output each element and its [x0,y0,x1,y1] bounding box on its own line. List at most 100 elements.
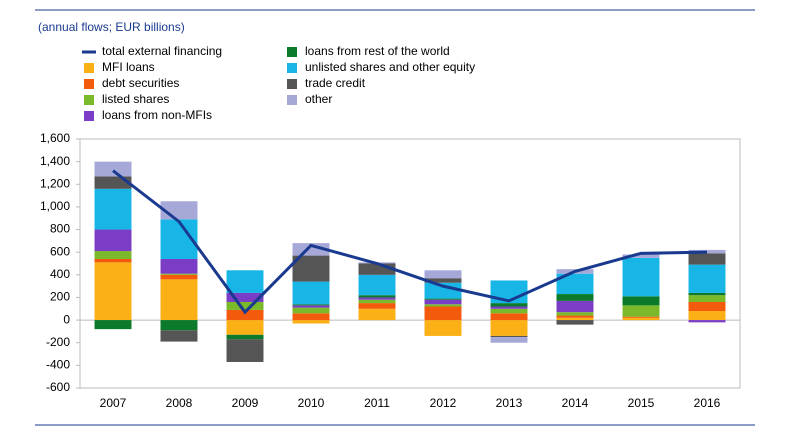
bar-segment [94,176,132,189]
bar-segment [160,258,198,274]
bar-segment [556,273,594,295]
legend-label: loans from non-MFIs [102,108,212,122]
bar-segment [358,263,396,275]
bar-segment [688,320,726,323]
bar-segment [688,295,726,302]
y-tick-label: 400 [50,267,70,281]
bar-segment [292,313,330,321]
bar-segment [556,294,594,301]
bar-segment [688,301,726,312]
legend-label: debt securities [102,76,179,90]
bar-segment [490,313,528,321]
bar-segment [556,300,594,313]
bar-segment [490,303,528,307]
bar-segment [160,279,198,321]
legend-label: trade credit [305,76,366,90]
x-tick-label: 2016 [694,396,721,410]
bar-segment [226,320,264,335]
bar-segment [226,339,264,362]
y-tick-label: 0 [63,312,70,326]
y-tick-label: 1,400 [40,154,70,168]
bar-segment [292,281,330,305]
bar-segment [424,278,462,283]
bar-segment [622,257,660,297]
y-tick-label: 1,600 [40,131,70,145]
bar-segment [292,304,330,306]
bar-segment [688,311,726,321]
y-tick-label: 200 [50,290,70,304]
legend-swatch [287,79,297,89]
x-tick-label: 2012 [430,396,457,410]
legend-label: MFI loans [102,60,155,74]
bar-segment [94,320,132,330]
bar-segment [94,251,132,259]
bar-segment [160,320,198,331]
bar-segment [622,296,660,306]
y-tick-label: -200 [46,335,70,349]
legend-swatch [287,47,297,57]
y-tick-label: -600 [46,380,70,394]
bar-segment [688,292,726,296]
bar-segment [226,270,264,293]
bar-segment [556,315,594,318]
bar-segment [226,301,264,310]
x-tick-label: 2015 [628,396,655,410]
bar-segment [94,258,132,263]
bar-segment [94,229,132,252]
bar-segment [424,304,462,307]
x-tick-label: 2008 [166,396,193,410]
bar-segment [424,320,462,336]
bar-segment [688,264,726,293]
bar-segment [622,254,660,258]
bar-segment [358,274,396,296]
x-tick-label: 2011 [364,396,390,410]
bar-segment [94,161,132,177]
bar-segment [358,297,396,300]
bar-segment [490,320,528,336]
bar-segment [556,320,594,325]
bar-segment [226,292,264,302]
bar-segment [556,317,594,321]
y-tick-label: 1,200 [40,176,70,190]
y-tick-label: -400 [46,358,70,372]
bar-segment [622,305,660,317]
legend-label: listed shares [102,92,169,106]
legend-swatch [84,111,94,121]
bar-segment [490,337,528,343]
bar-segment [292,243,330,256]
bar-segment [226,334,264,340]
legend-label: total external financing [102,44,222,58]
bar-segment [556,312,594,316]
bar-segment [490,335,528,338]
legend-swatch [287,95,297,105]
legend-swatch [287,63,297,73]
x-tick-label: 2010 [298,396,325,410]
bar-segment [292,305,330,308]
legend-label: unlisted shares and other equity [305,60,475,74]
bar-segment [424,298,462,300]
bar-segment [94,262,132,321]
x-tick-label: 2014 [562,396,589,410]
y-tick-label: 600 [50,244,70,258]
chart-subtitle: (annual flows; EUR billions) [38,20,185,34]
bar-segment [490,306,528,309]
x-tick-label: 2007 [100,396,127,410]
x-tick-label: 2013 [496,396,523,410]
bar-segment [358,299,396,304]
bar-segment [358,295,396,298]
x-tick-label: 2009 [232,396,259,410]
total-line [112,169,708,315]
bar-segment [160,273,198,275]
legend-swatch [84,79,94,89]
y-tick-label: 800 [50,222,70,236]
bar-segment [622,316,660,318]
bar-segment [688,249,726,254]
legend-label: loans from rest of the world [305,44,450,58]
bar-segment [622,317,660,321]
legend-label: other [305,92,332,106]
bar-segment [94,188,132,230]
y-tick-label: 1,000 [40,199,70,213]
bar-segment [160,330,198,342]
bar-segment [424,299,462,305]
